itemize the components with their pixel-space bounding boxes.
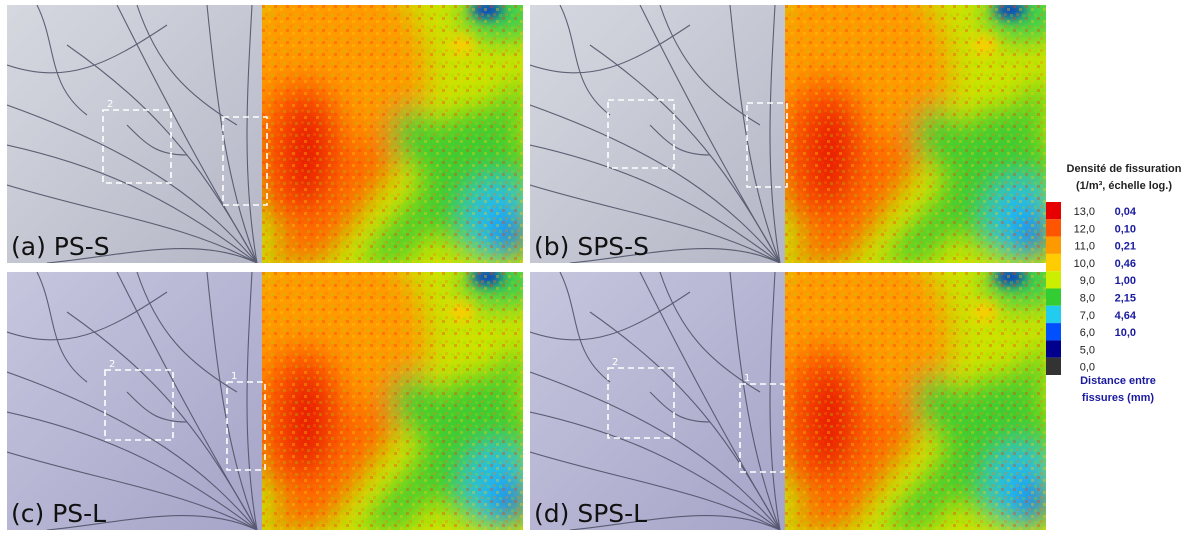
legend-swatch bbox=[1046, 357, 1061, 375]
zoom-box bbox=[746, 102, 788, 188]
legend-swatch bbox=[1046, 202, 1061, 220]
panel: 2 1 (c) PS-L bbox=[7, 232, 542, 530]
legend-swatch bbox=[1046, 340, 1061, 358]
zoom-box bbox=[104, 369, 174, 441]
legend-density: 5,0 bbox=[1080, 344, 1095, 356]
panel-label: (a) PS-S bbox=[11, 232, 110, 261]
density-map bbox=[760, 232, 1065, 530]
specimen-photo bbox=[530, 272, 786, 530]
legend-density: 7,0 bbox=[1080, 310, 1095, 322]
legend-swatch bbox=[1046, 288, 1061, 306]
box-label: 1 bbox=[231, 371, 237, 382]
legend-distance: 1,00 bbox=[1115, 275, 1136, 287]
density-map bbox=[237, 0, 542, 263]
legend-distance: 0,46 bbox=[1115, 258, 1136, 270]
legend: Densité de fissuration (1/m³, échelle lo… bbox=[1046, 163, 1182, 404]
zoom-box bbox=[739, 383, 785, 473]
panel: 2 (a) PS-S bbox=[7, 0, 542, 263]
legend-density: 12,0 bbox=[1074, 223, 1095, 235]
legend-distance: 0,21 bbox=[1115, 241, 1136, 253]
zoom-box bbox=[222, 116, 268, 206]
zoom-box bbox=[102, 109, 172, 184]
legend-distance: 2,15 bbox=[1115, 293, 1136, 305]
legend-swatch bbox=[1046, 253, 1061, 272]
legend-distance: 10,0 bbox=[1115, 327, 1136, 339]
panel: (b) SPS-S bbox=[530, 0, 1065, 263]
legend-distance: 0,04 bbox=[1115, 206, 1137, 218]
legend-swatch bbox=[1046, 323, 1061, 341]
legend-density: 0,0 bbox=[1080, 362, 1095, 374]
zoom-box bbox=[226, 381, 266, 471]
legend-footer: fissures (mm) bbox=[1082, 392, 1154, 404]
zoom-box bbox=[607, 99, 675, 169]
legend-subtitle: (1/m³, échelle log.) bbox=[1076, 180, 1172, 192]
legend-density: 10,0 bbox=[1074, 258, 1095, 270]
legend-distance: 0,10 bbox=[1115, 223, 1136, 235]
legend-distance: 4,64 bbox=[1115, 310, 1137, 322]
legend-density: 11,0 bbox=[1074, 241, 1095, 253]
legend-density: 13,0 bbox=[1074, 206, 1095, 218]
specimen-photo bbox=[530, 5, 786, 263]
legend-swatch bbox=[1046, 305, 1061, 324]
box-label: 2 bbox=[107, 99, 113, 110]
legend-title: Densité de fissuration bbox=[1067, 163, 1182, 175]
panel: 2 1 (d) SPS-L bbox=[530, 232, 1065, 530]
panel-label: (d) SPS-L bbox=[534, 499, 647, 528]
legend-swatch bbox=[1046, 271, 1061, 289]
legend-density: 8,0 bbox=[1080, 293, 1095, 305]
legend-swatch bbox=[1046, 219, 1061, 237]
box-label: 1 bbox=[744, 373, 750, 384]
zoom-box bbox=[607, 367, 675, 439]
box-label: 2 bbox=[109, 359, 115, 370]
density-map bbox=[760, 0, 1065, 263]
box-label: 2 bbox=[612, 357, 618, 368]
legend-footer: Distance entre bbox=[1080, 375, 1156, 387]
panels: 2 (a) PS-S (b) SPS-S 2 1 (c) PS-L 2 1 (d) SPS-L bbox=[7, 0, 1065, 530]
specimen-photo bbox=[7, 272, 263, 530]
legend-density: 6,0 bbox=[1080, 327, 1095, 339]
panel-label: (b) SPS-S bbox=[534, 232, 649, 261]
legend-density: 9,0 bbox=[1080, 275, 1095, 287]
specimen-photo bbox=[7, 5, 263, 263]
panel-label: (c) PS-L bbox=[11, 499, 106, 528]
density-map bbox=[237, 232, 542, 530]
legend-swatch bbox=[1046, 236, 1061, 254]
